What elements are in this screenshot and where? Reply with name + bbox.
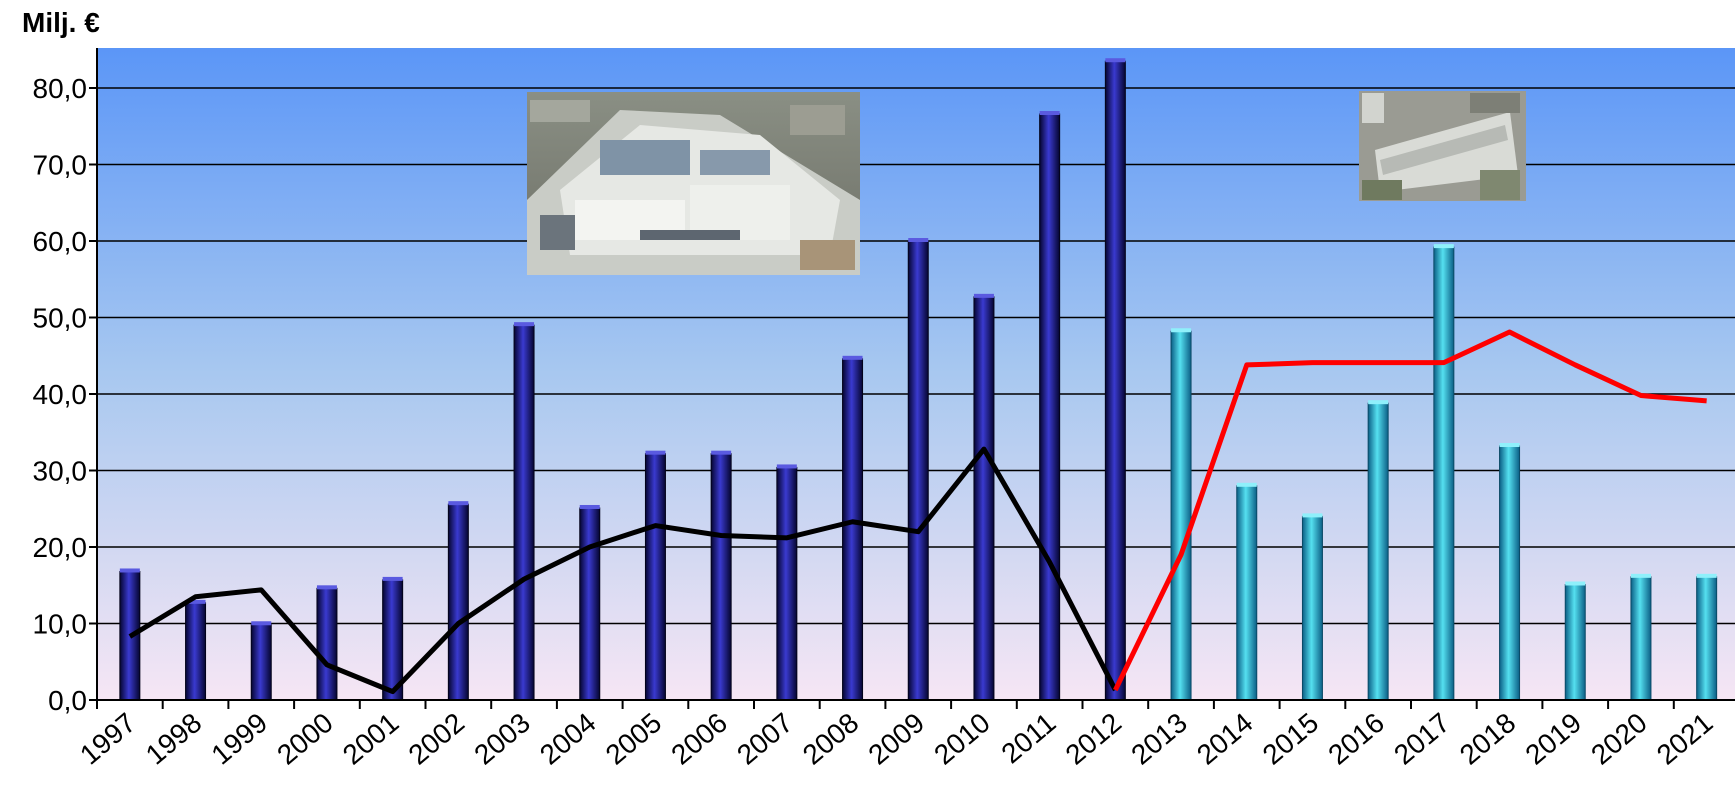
x-tick-label: 2013 <box>1125 707 1193 771</box>
x-tick-label: 2007 <box>731 707 799 771</box>
x-tick-label: 2005 <box>600 707 668 771</box>
bar-2012 <box>1104 60 1126 701</box>
y-tick-label: 70,0 <box>33 150 88 181</box>
bar-2000 <box>316 587 338 701</box>
bar-2013 <box>1170 330 1192 701</box>
bar-top-2021 <box>1696 573 1717 578</box>
bar-2010 <box>973 296 995 701</box>
bar-2016 <box>1367 402 1389 701</box>
bar-2011 <box>1039 113 1061 701</box>
bar-2005 <box>644 453 666 701</box>
y-axis-title: Milj. € <box>22 7 100 38</box>
bar-top-2000 <box>316 585 337 590</box>
x-axis-ticks: 1997199819992000200120022003200420052006… <box>74 700 1719 771</box>
bar-2019 <box>1564 583 1586 701</box>
bar-2008 <box>842 358 864 701</box>
x-tick-label: 2015 <box>1257 707 1325 771</box>
bar-1998 <box>185 602 207 701</box>
x-tick-label: 2006 <box>665 707 733 771</box>
x-tick-label: 2016 <box>1322 707 1390 771</box>
x-tick-label: 2012 <box>1060 707 1128 771</box>
y-tick-label: 10,0 <box>33 609 88 640</box>
bar-top-2011 <box>1039 111 1060 116</box>
bar-top-2018 <box>1499 443 1520 448</box>
y-axis-ticks: 0,0 10,0 20,0 30,0 40,0 50,0 60,0 70,0 80,0 <box>33 73 97 716</box>
bar-2021 <box>1696 576 1718 701</box>
bar-2015 <box>1301 515 1323 701</box>
bar-top-2019 <box>1565 581 1586 586</box>
bar-top-2004 <box>579 504 600 509</box>
y-tick-label: 0,0 <box>48 685 87 716</box>
historical-trend-line <box>128 446 1118 695</box>
bar-top-2003 <box>514 322 535 327</box>
x-tick-label: 2011 <box>995 707 1061 769</box>
bar-2002 <box>447 503 469 701</box>
hospital-campus-photo <box>527 92 860 275</box>
y-tick-label: 80,0 <box>33 73 88 104</box>
bar-top-2005 <box>645 450 666 455</box>
x-tick-label: 2004 <box>534 707 602 771</box>
bar-2014 <box>1236 485 1258 701</box>
bar-top-2020 <box>1630 573 1651 578</box>
x-tick-label: 2010 <box>928 707 996 771</box>
bar-top-1998 <box>185 599 206 604</box>
apartment-building-photo <box>1359 91 1526 201</box>
x-tick-label: 2009 <box>862 707 930 771</box>
x-tick-label: 2008 <box>797 707 865 771</box>
bar-top-2008 <box>842 355 863 360</box>
bar-2006 <box>710 453 732 701</box>
y-tick-label: 60,0 <box>33 226 88 257</box>
bar-2017 <box>1433 246 1455 701</box>
x-tick-label: 2021 <box>1651 707 1719 771</box>
y-tick-label: 40,0 <box>33 379 88 410</box>
bar-top-2013 <box>1171 328 1192 333</box>
bar-top-2012 <box>1105 58 1126 63</box>
x-tick-label: 2003 <box>468 707 536 771</box>
bar-1999 <box>250 623 272 701</box>
trend-lines <box>128 329 1707 695</box>
bar-top-2014 <box>1236 482 1257 487</box>
x-tick-label: 1999 <box>205 707 273 771</box>
x-tick-label: 2002 <box>403 707 471 771</box>
bar-top-1997 <box>119 568 140 573</box>
x-tick-label: 2017 <box>1388 707 1456 771</box>
x-tick-label: 2000 <box>271 707 339 771</box>
bar-2003 <box>513 324 535 701</box>
x-tick-label: 2018 <box>1454 707 1522 771</box>
bar-top-2015 <box>1302 513 1323 518</box>
bar-top-2017 <box>1433 244 1454 249</box>
y-tick-label: 30,0 <box>33 456 88 487</box>
x-tick-label: 1997 <box>74 707 142 771</box>
x-tick-label: 2020 <box>1585 707 1653 771</box>
bar-top-2010 <box>973 293 994 298</box>
bar-top-2006 <box>711 450 732 455</box>
bar-2018 <box>1499 445 1521 701</box>
bar-top-2016 <box>1368 400 1389 405</box>
x-tick-label: 1998 <box>140 707 208 771</box>
bar-2004 <box>579 507 601 701</box>
bar-top-2007 <box>776 464 797 469</box>
forecast-trend-line <box>1113 329 1707 692</box>
bar-2009 <box>907 240 929 701</box>
x-tick-label: 2019 <box>1519 707 1587 771</box>
x-tick-label: 2001 <box>337 707 405 771</box>
bar-2007 <box>776 466 798 701</box>
bar-top-1999 <box>251 621 272 626</box>
bar-top-2001 <box>382 576 403 581</box>
x-tick-label: 2014 <box>1191 707 1259 771</box>
bar-top-2009 <box>908 238 929 242</box>
bar-top-2002 <box>448 501 469 506</box>
y-tick-label: 50,0 <box>33 303 88 334</box>
y-tick-label: 20,0 <box>33 532 88 563</box>
bar-2020 <box>1630 576 1652 701</box>
